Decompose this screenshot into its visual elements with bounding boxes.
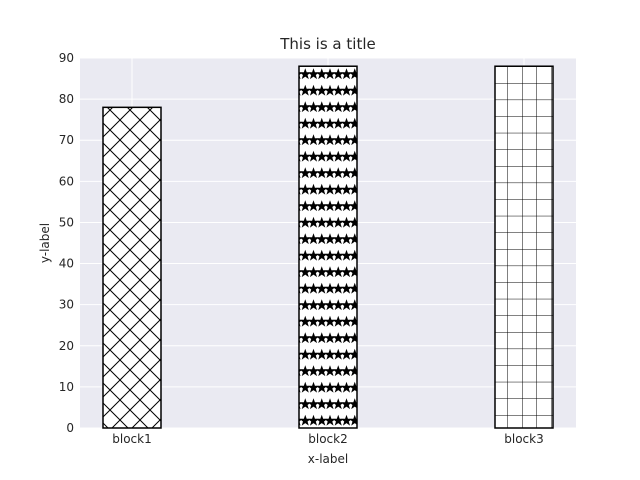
y-tick-label: 20	[59, 339, 74, 353]
x-tick-label: block3	[504, 432, 543, 446]
y-tick-label: 50	[59, 215, 74, 229]
bar-block1	[102, 106, 162, 429]
x-axis-label: x-label	[308, 452, 348, 466]
bar-block3	[494, 65, 554, 429]
y-tick-label: 80	[59, 92, 74, 106]
y-tick-label: 30	[59, 298, 74, 312]
x-tick-label: block1	[112, 432, 151, 446]
y-tick-label: 0	[66, 421, 74, 435]
y-axis-ticks: 0 10 20 30 40 50 60 70 80 90	[59, 51, 74, 435]
y-axis-label: y-label	[38, 223, 52, 263]
y-tick-label: 70	[59, 133, 74, 147]
y-tick-label: 60	[59, 174, 74, 188]
y-tick-label: 90	[59, 51, 74, 65]
bars	[102, 65, 554, 429]
chart-title: This is a title	[279, 35, 375, 53]
y-tick-label: 10	[59, 380, 74, 394]
bar-block2	[298, 65, 358, 429]
y-tick-label: 40	[59, 257, 74, 271]
x-axis-ticks: block1 block2 block3	[112, 432, 543, 446]
x-tick-label: block2	[308, 432, 347, 446]
